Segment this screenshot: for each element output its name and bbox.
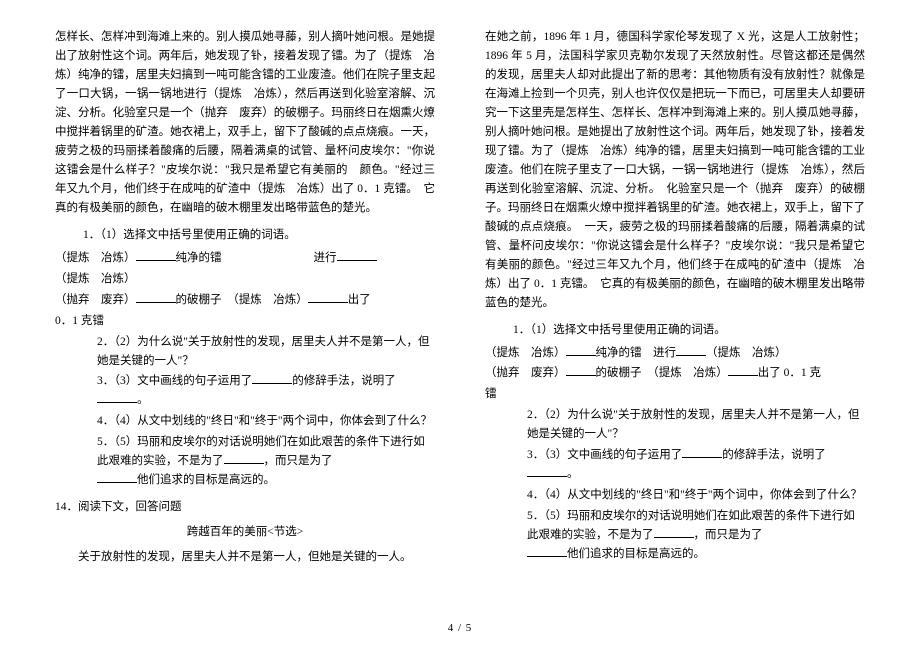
text: 进行 bbox=[314, 252, 337, 264]
blank bbox=[136, 291, 176, 303]
page-container: 怎样长、怎样冲到海滩上来的。别人摸瓜她寻藤，别人摘叶她问根。是她提出了放射性这个… bbox=[0, 0, 920, 620]
page-number: 4 / 5 bbox=[0, 622, 920, 634]
text: 他们追求的目标是高远的。 bbox=[567, 548, 705, 560]
left-q1-line3: （抛弃 废弃） 的破棚子 （提炼 冶炼） 出了 bbox=[55, 291, 435, 310]
blank bbox=[97, 391, 137, 403]
right-q1-line3: 镭 bbox=[485, 385, 865, 404]
text: 。 bbox=[567, 468, 579, 480]
right-q4: 4．（4）从文中划线的"终日"和"终于"两个词中，你体会到了什么？ bbox=[527, 486, 865, 505]
right-q1-line2: （抛弃 废弃） 的破棚子 （提炼 冶炼） 出了 0．1 克 bbox=[485, 364, 865, 383]
subtitle: 跨越百年的美丽<节选> bbox=[55, 523, 435, 542]
text: （提炼 冶炼） bbox=[55, 252, 136, 264]
left-q2: 2．（2）为什么说"关于放射性的发现，居里夫人并不是第一人，但她是关键的一人"？ bbox=[97, 333, 435, 371]
text: 他们追求的目标是高远的。 bbox=[137, 474, 275, 486]
left-q1-line1: （提炼 冶炼） 纯净的镭 进行 bbox=[55, 249, 435, 268]
left-q1-line2: （提炼 冶炼） bbox=[55, 270, 435, 289]
text: 纯净的镭 进行 bbox=[596, 347, 677, 359]
text: 出了 bbox=[348, 294, 371, 306]
text: 3．（3）文中画线的句子运用了 bbox=[527, 449, 682, 461]
blank bbox=[527, 465, 567, 477]
blank bbox=[97, 471, 137, 483]
right-q3: 3．（3）文中画线的句子运用了 的修辞手法，说明了。 bbox=[527, 446, 865, 484]
section-14: 14．阅读下文，回答问题 bbox=[55, 498, 435, 517]
text: 3．（3）文中画线的句子运用了 bbox=[97, 375, 252, 387]
blank bbox=[654, 526, 694, 538]
left-q5: 5．（5）玛丽和皮埃尔的对话说明她们在如此艰苦的条件下进行如此艰难的实验，不是为… bbox=[97, 433, 435, 490]
text: 的破棚子 （提炼 冶炼） bbox=[176, 294, 308, 306]
left-paragraph-2: 关于放射性的发现，居里夫人并不是第一人，但她是关键的一人。 bbox=[55, 548, 435, 567]
right-column: 在她之前，1896 年 1 月，德国科学家伦琴发现了 X 光，这是人工放射性；1… bbox=[485, 28, 865, 610]
right-paragraph-1: 在她之前，1896 年 1 月，德国科学家伦琴发现了 X 光，这是人工放射性；1… bbox=[485, 28, 865, 313]
left-q1-header: 1．（1）选择文中括号里使用正确的词语。 bbox=[83, 226, 435, 245]
right-q5: 5．（5）玛丽和皮埃尔的对话说明她们在如此艰苦的条件下进行如此艰难的实验，不是为… bbox=[527, 507, 865, 564]
text: ，而只是为了 bbox=[264, 455, 333, 467]
left-q1-line4: 0．1 克镭 bbox=[55, 312, 435, 331]
right-q1-header: 1．（1）选择文中括号里使用正确的词语。 bbox=[513, 321, 865, 340]
right-q1-line1: （提炼 冶炼） 纯净的镭 进行 （提炼 冶炼） bbox=[485, 344, 865, 363]
blank bbox=[224, 452, 264, 464]
text: （抛弃 废弃） bbox=[485, 367, 566, 379]
blank bbox=[566, 364, 596, 376]
blank bbox=[682, 446, 722, 458]
left-paragraph-1: 怎样长、怎样冲到海滩上来的。别人摸瓜她寻藤，别人摘叶她问根。是她提出了放射性这个… bbox=[55, 28, 435, 218]
right-q2: 2．（2）为什么说"关于放射性的发现，居里夫人并不是第一人，但她是关键的一人"？ bbox=[527, 406, 865, 444]
text: ，而只是为了 bbox=[694, 529, 763, 541]
text: （抛弃 废弃） bbox=[55, 294, 136, 306]
text: 。 bbox=[137, 394, 149, 406]
text: 的修辞手法，说明了 bbox=[722, 449, 826, 461]
blank bbox=[676, 344, 706, 356]
left-column: 怎样长、怎样冲到海滩上来的。别人摸瓜她寻藤，别人摘叶她问根。是她提出了放射性这个… bbox=[55, 28, 435, 610]
blank bbox=[337, 249, 377, 261]
left-q4: 4．（4）从文中划线的"终日"和"终于"两个词中，你体会到了什么？ bbox=[97, 412, 435, 431]
blank bbox=[728, 364, 758, 376]
text: （提炼 冶炼） bbox=[485, 347, 566, 359]
blank bbox=[252, 372, 292, 384]
left-q3: 3．（3）文中画线的句子运用了 的修辞手法，说明了。 bbox=[97, 372, 435, 410]
blank bbox=[527, 545, 567, 557]
text: （提炼 冶炼） bbox=[706, 347, 787, 359]
text: 出了 0．1 克 bbox=[758, 367, 821, 379]
text: 的修辞手法，说明了 bbox=[292, 375, 396, 387]
blank bbox=[136, 249, 176, 261]
text: 的破棚子 （提炼 冶炼） bbox=[596, 367, 728, 379]
text: 纯净的镭 bbox=[176, 252, 222, 264]
blank bbox=[308, 291, 348, 303]
blank bbox=[566, 344, 596, 356]
